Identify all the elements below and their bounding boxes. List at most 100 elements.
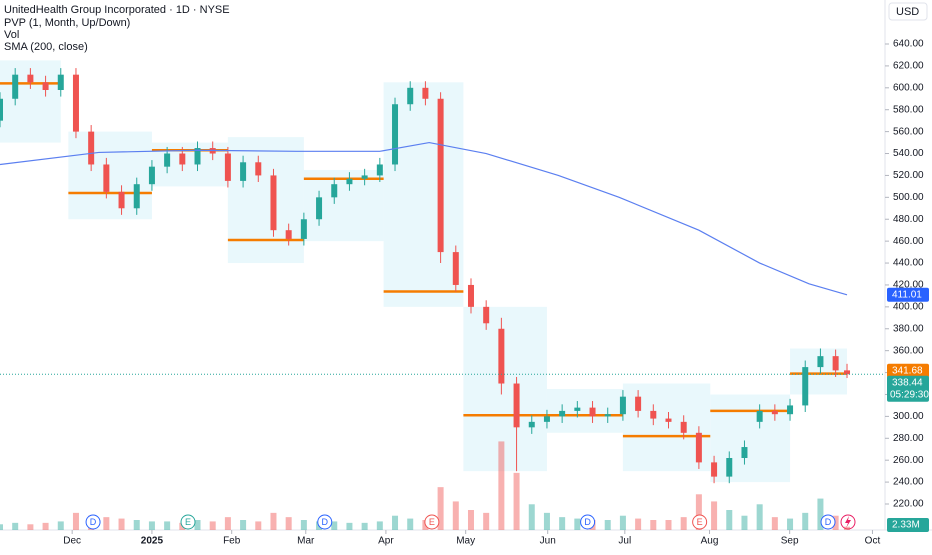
volume-bar <box>12 522 19 530</box>
background-layer <box>0 60 848 483</box>
candle-body <box>103 164 110 192</box>
candle-body <box>437 98 444 253</box>
volume-bar <box>756 504 763 530</box>
candle-body <box>316 197 323 220</box>
candle-body <box>255 162 262 176</box>
volume-tag <box>887 518 929 532</box>
volume-bar <box>331 521 338 530</box>
volume-bar <box>392 515 399 530</box>
candle-body <box>194 148 201 165</box>
volume-bar <box>513 472 520 530</box>
volume-bar <box>133 520 140 530</box>
sma-line <box>0 141 848 296</box>
volume-bar <box>802 512 809 530</box>
volume-bar <box>695 494 702 530</box>
y-tick-label: 640.00 <box>893 39 924 50</box>
x-tick-label: Mar <box>297 536 315 547</box>
x-tick-label: Jul <box>618 536 631 547</box>
volume-bar <box>574 518 581 530</box>
volume-bar <box>255 521 262 530</box>
volume-bar <box>543 512 550 530</box>
volume-bar <box>376 521 383 530</box>
candle-body <box>589 407 596 417</box>
x-tick-label: Jun <box>540 536 556 547</box>
candle-body <box>392 104 399 165</box>
volume-bar <box>118 518 125 530</box>
candle-body <box>224 153 231 181</box>
volume-bar <box>483 512 490 530</box>
volume-bar <box>528 504 535 530</box>
candle-body <box>164 153 171 167</box>
price-tag <box>887 375 929 402</box>
y-tick-label: 420.00 <box>893 280 924 291</box>
volume-bar <box>452 501 459 530</box>
candle-body <box>528 421 535 428</box>
candle-body <box>12 74 19 99</box>
y-tick-label: 480.00 <box>893 214 924 225</box>
price-tag-label: 341.68 <box>892 365 923 376</box>
candle-body <box>650 410 657 419</box>
x-tick-label: May <box>456 536 475 547</box>
y-tick-label: 280.00 <box>893 433 924 444</box>
volume-bar <box>42 522 49 530</box>
event-marker <box>580 514 596 530</box>
countdown: 05:29:30 <box>890 389 929 400</box>
volume-bar <box>498 441 505 530</box>
volume-bar <box>270 512 277 530</box>
candle-body <box>726 458 733 477</box>
y-tick-label: 460.00 <box>893 236 924 247</box>
volume-bar <box>285 517 292 530</box>
candle-body <box>635 396 642 411</box>
volume-bar <box>103 517 110 530</box>
candle-body <box>787 405 794 415</box>
volume-bar <box>711 501 718 530</box>
volume-bar <box>407 518 414 530</box>
profile-box <box>790 348 848 395</box>
y-tick-label: 560.00 <box>893 126 924 137</box>
price-tag-label: 411.01 <box>892 289 922 300</box>
event-marker <box>424 514 440 530</box>
icon-bolt[interactable] <box>845 516 851 528</box>
price-tag <box>887 287 929 302</box>
indicator: Vol <box>4 29 19 41</box>
price-tag <box>887 363 929 378</box>
volume-bar <box>559 517 566 530</box>
chart-title: UnitedHealth Group Incorporated · 1D · N… <box>4 4 230 16</box>
y-tick-label: 600.00 <box>893 82 924 93</box>
volume-bar <box>771 517 778 530</box>
volume-bar <box>72 512 79 530</box>
volume-bar <box>57 521 64 530</box>
candle-body <box>88 131 95 165</box>
candle-body <box>844 370 851 375</box>
event-marker <box>692 514 708 530</box>
candle-body <box>376 164 383 176</box>
lightning-icon[interactable] <box>840 514 856 530</box>
currency-box[interactable] <box>888 2 928 21</box>
volume-bar <box>844 526 851 530</box>
x-tick-label: 2025 <box>141 536 164 547</box>
candle-body <box>361 175 368 179</box>
currency[interactable]: USD <box>896 6 919 18</box>
candle-body <box>148 166 155 185</box>
y-tick-label: 400.00 <box>893 301 924 312</box>
candle-body <box>711 462 718 477</box>
volume-bar <box>635 518 642 530</box>
x-tick-label: Sep <box>781 536 799 547</box>
candle-body <box>604 414 611 417</box>
y-tick-label: 580.00 <box>893 104 924 115</box>
candle-body <box>0 98 3 121</box>
candle-body <box>118 191 125 209</box>
candle-body <box>467 284 474 307</box>
event-label: D <box>584 517 591 527</box>
volume-bar <box>209 521 216 530</box>
volume-bar <box>164 521 171 530</box>
y-tick-label: 360.00 <box>893 345 924 356</box>
indicator: PVP (1, Month, Up/Down) <box>4 17 130 29</box>
volume-bar <box>437 487 444 530</box>
event-label: E <box>429 517 435 527</box>
profile-box <box>463 306 547 472</box>
candle-body <box>270 175 277 231</box>
candle-body <box>407 87 414 105</box>
